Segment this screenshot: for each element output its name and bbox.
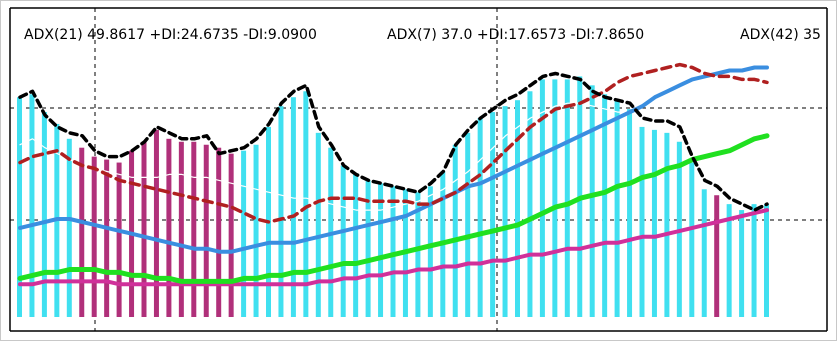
histogram-bar-47 xyxy=(602,94,608,317)
histogram-bar-17 xyxy=(228,153,234,317)
histogram-bar-40 xyxy=(515,100,520,317)
histogram-bar-2 xyxy=(41,112,47,317)
histogram-bar-19 xyxy=(253,144,259,317)
series-line-adx-slow xyxy=(17,133,770,284)
indicator-lines xyxy=(17,62,770,287)
histogram-bar-54 xyxy=(689,162,695,317)
series-line-adx42 xyxy=(18,65,769,254)
histogram-bar-8 xyxy=(116,162,122,317)
histogram-bar-22 xyxy=(290,97,296,317)
series-line-adx21 xyxy=(18,62,769,224)
histogram-bar-32 xyxy=(415,192,421,317)
histogram-bar-60 xyxy=(764,204,769,317)
histogram-bar-23 xyxy=(303,91,309,317)
histogram-bar-58 xyxy=(739,210,745,317)
histogram-bar-29 xyxy=(378,183,384,317)
histogram-bar-51 xyxy=(651,129,657,317)
histogram-bar-11 xyxy=(153,129,159,317)
histogram-bar-26 xyxy=(340,165,346,317)
histogram-bar-52 xyxy=(664,132,670,317)
histogram-bar-27 xyxy=(353,174,359,317)
histogram-bar-49 xyxy=(627,109,633,317)
histogram-bar-38 xyxy=(490,112,496,317)
histogram-bar-39 xyxy=(502,106,508,317)
histogram-bar-30 xyxy=(390,186,396,317)
histogram-bar-28 xyxy=(365,180,371,317)
series-line-adx7 xyxy=(18,71,769,212)
histogram-bar-37 xyxy=(477,118,483,317)
histogram-bars xyxy=(17,76,769,318)
histogram-bar-1 xyxy=(29,94,35,317)
histogram-bar-56 xyxy=(714,195,720,317)
histogram-bar-4 xyxy=(66,138,72,317)
histogram-bar-10 xyxy=(141,141,147,317)
histogram-bar-48 xyxy=(614,100,620,317)
histogram-bar-21 xyxy=(278,106,284,317)
histogram-bar-12 xyxy=(166,138,172,317)
histogram-bar-5 xyxy=(79,147,85,317)
histogram-bar-42 xyxy=(539,79,545,318)
histogram-bar-55 xyxy=(701,189,707,317)
histogram-bar-46 xyxy=(589,85,595,317)
histogram-bar-0 xyxy=(17,97,22,317)
histogram-bar-59 xyxy=(751,204,757,317)
histogram-bar-33 xyxy=(427,186,433,317)
histogram-bar-7 xyxy=(104,159,110,317)
legend-adx21: ADX(21) 49.8617 +DI:24.6735 -DI:9.0900 xyxy=(24,27,317,43)
histogram-bar-13 xyxy=(178,141,184,317)
histogram-bar-36 xyxy=(465,132,471,317)
histogram-bar-44 xyxy=(564,79,570,318)
histogram-bar-50 xyxy=(639,126,645,317)
histogram-bar-14 xyxy=(191,141,197,317)
histogram-bar-35 xyxy=(452,144,458,317)
legend-adx7: ADX(7) 37.0 +DI:17.6573 -DI:7.8650 xyxy=(387,27,644,43)
histogram-bar-24 xyxy=(315,132,321,317)
histogram-bar-16 xyxy=(216,147,222,317)
legend-adx42: ADX(42) 35 xyxy=(740,27,821,43)
histogram-bar-6 xyxy=(91,156,97,317)
histogram-bar-57 xyxy=(726,204,732,317)
histogram-bar-15 xyxy=(203,144,209,317)
histogram-bar-18 xyxy=(241,150,247,317)
histogram-bar-41 xyxy=(527,91,533,317)
series-line-adx-slowest xyxy=(18,208,769,287)
histogram-bar-43 xyxy=(552,79,558,318)
series-line-white-line xyxy=(19,102,768,211)
